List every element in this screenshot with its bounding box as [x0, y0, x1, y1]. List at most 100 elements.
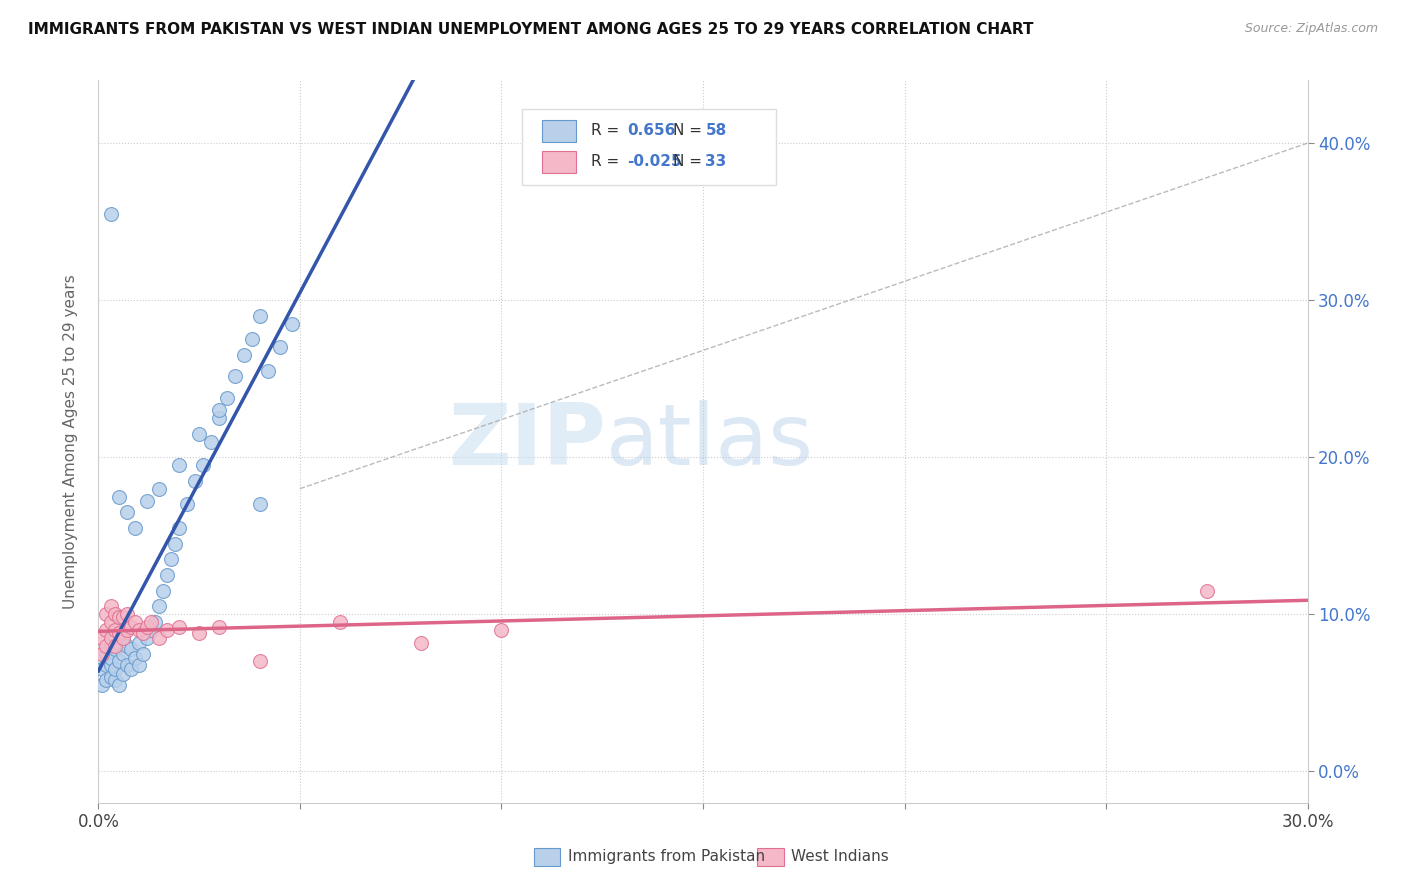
Text: Source: ZipAtlas.com: Source: ZipAtlas.com: [1244, 22, 1378, 36]
Point: [103, 662, 125, 676]
Point: [91, 662, 114, 676]
Point: [232, 348, 254, 362]
Point: [115, 657, 138, 672]
Text: West Indians: West Indians: [792, 849, 889, 864]
Point: [135, 620, 157, 634]
Point: [111, 631, 134, 645]
Point: [1195, 583, 1218, 598]
Point: [240, 333, 263, 347]
Point: [163, 536, 186, 550]
Point: [100, 639, 122, 653]
Text: Immigrants from Pakistan: Immigrants from Pakistan: [568, 849, 765, 864]
Point: [281, 317, 304, 331]
Point: [96, 607, 118, 622]
Point: [200, 434, 222, 449]
Point: [111, 667, 134, 681]
Point: [143, 615, 166, 630]
Point: [208, 411, 231, 425]
Point: [329, 615, 352, 630]
Point: [139, 623, 162, 637]
Point: [115, 623, 138, 637]
Point: [409, 635, 432, 649]
Point: [103, 607, 125, 622]
Point: [107, 678, 129, 692]
Point: [91, 678, 114, 692]
Point: [115, 639, 138, 653]
Point: [148, 631, 170, 645]
Text: R =: R =: [591, 154, 624, 169]
Point: [124, 615, 146, 630]
Text: 58: 58: [706, 123, 727, 138]
Point: [124, 651, 146, 665]
Point: [184, 474, 207, 488]
Text: IMMIGRANTS FROM PAKISTAN VS WEST INDIAN UNEMPLOYMENT AMONG AGES 25 TO 29 YEARS C: IMMIGRANTS FROM PAKISTAN VS WEST INDIAN …: [28, 22, 1033, 37]
Point: [256, 364, 278, 378]
Point: [128, 657, 150, 672]
FancyBboxPatch shape: [543, 120, 576, 142]
Y-axis label: Unemployment Among Ages 25 to 29 years: Unemployment Among Ages 25 to 29 years: [63, 274, 77, 609]
Point: [249, 497, 271, 511]
Point: [111, 631, 134, 645]
Text: -0.025: -0.025: [627, 154, 682, 169]
Point: [148, 599, 170, 614]
Point: [103, 641, 125, 656]
Point: [96, 657, 118, 672]
Point: [107, 610, 129, 624]
Point: [91, 631, 114, 645]
Point: [100, 631, 122, 645]
Point: [124, 521, 146, 535]
Point: [96, 647, 118, 661]
Point: [148, 482, 170, 496]
Text: R =: R =: [591, 123, 624, 138]
Point: [128, 623, 150, 637]
Point: [100, 657, 122, 672]
Text: atlas: atlas: [606, 400, 814, 483]
Point: [135, 494, 157, 508]
Point: [115, 607, 138, 622]
Text: 33: 33: [706, 154, 727, 169]
Point: [100, 651, 122, 665]
Point: [115, 505, 138, 519]
Point: [491, 623, 513, 637]
Point: [91, 647, 114, 661]
Point: [96, 673, 118, 688]
Point: [111, 610, 134, 624]
Point: [208, 620, 231, 634]
Point: [152, 583, 174, 598]
Text: N =: N =: [673, 154, 707, 169]
Point: [193, 458, 215, 472]
Point: [107, 490, 129, 504]
Point: [188, 626, 211, 640]
Point: [208, 403, 231, 417]
Point: [132, 647, 155, 661]
Point: [269, 340, 291, 354]
Point: [96, 639, 118, 653]
Point: [103, 673, 125, 688]
FancyBboxPatch shape: [522, 109, 776, 185]
Point: [217, 391, 239, 405]
Point: [188, 426, 211, 441]
Point: [120, 641, 142, 656]
Text: ZIP: ZIP: [449, 400, 606, 483]
Point: [167, 458, 190, 472]
Point: [107, 655, 129, 669]
Point: [249, 655, 271, 669]
FancyBboxPatch shape: [543, 151, 576, 173]
Point: [107, 635, 129, 649]
Point: [167, 521, 190, 535]
Point: [132, 626, 155, 640]
FancyBboxPatch shape: [534, 848, 561, 865]
Point: [100, 599, 122, 614]
Point: [176, 497, 198, 511]
Point: [139, 615, 162, 630]
Point: [249, 309, 271, 323]
Text: N =: N =: [673, 123, 707, 138]
Point: [128, 635, 150, 649]
Point: [156, 568, 179, 582]
Point: [96, 623, 118, 637]
Point: [167, 620, 190, 634]
Point: [120, 620, 142, 634]
Point: [224, 368, 246, 383]
Point: [135, 631, 157, 645]
Point: [100, 670, 122, 684]
